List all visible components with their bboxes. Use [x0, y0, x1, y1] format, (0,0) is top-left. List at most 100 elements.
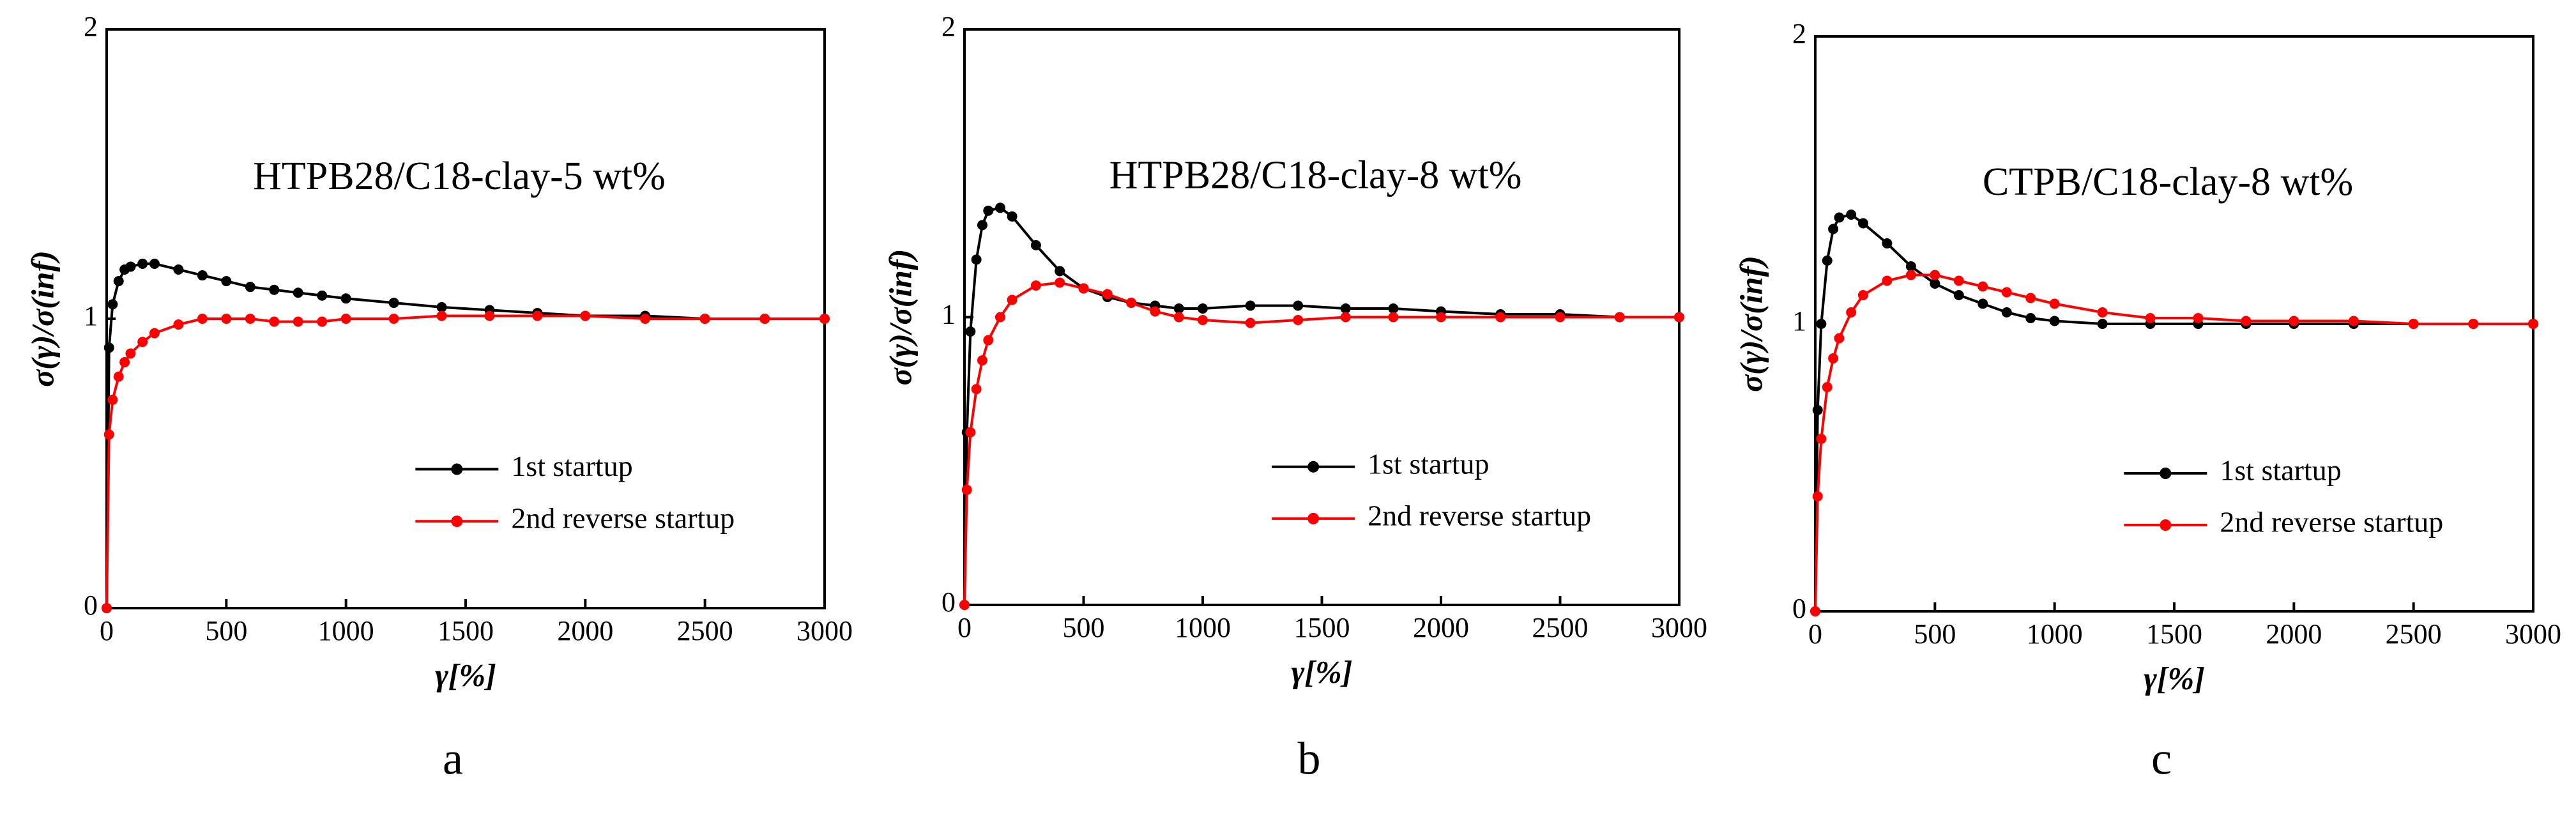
data-point: [293, 287, 303, 298]
data-point: [149, 258, 160, 269]
legend-label: 1st startup: [1368, 447, 1489, 480]
data-point: [983, 205, 994, 216]
x-tick-label: 1500: [438, 615, 494, 646]
data-point: [1828, 224, 1839, 234]
data-point: [1857, 218, 1868, 229]
y-tick-label: 2: [84, 11, 98, 42]
series-line: [1814, 273, 2533, 612]
data-point: [388, 314, 399, 324]
y-tick-label: 0: [1792, 593, 1806, 624]
data-point: [965, 326, 976, 337]
data-point: [1614, 312, 1625, 323]
x-axis-label: γ[%]: [435, 657, 496, 692]
x-tick-label: 0: [957, 612, 972, 643]
x-tick-label: 3000: [796, 615, 853, 646]
data-point: [1245, 317, 1256, 328]
data-point: [1126, 297, 1137, 308]
data-point: [1293, 300, 1304, 311]
y-tick-label: 0: [941, 586, 956, 618]
data-point: [2145, 313, 2156, 323]
data-point: [580, 310, 591, 321]
data-point: [149, 328, 160, 339]
data-point: [436, 310, 447, 321]
data-point: [1340, 312, 1351, 323]
data-point: [340, 293, 351, 304]
data-point: [221, 314, 232, 324]
data-point: [759, 314, 770, 324]
data-point: [103, 429, 114, 440]
data-point: [532, 310, 543, 321]
data-point: [640, 314, 650, 324]
data-point: [1030, 240, 1041, 250]
data-point: [977, 220, 987, 231]
data-point: [1388, 312, 1399, 323]
chart-title: HTPB28/C18-clay-8 wt%: [1109, 153, 1522, 197]
x-tick-label: 1000: [2027, 618, 2083, 650]
data-point: [995, 312, 1005, 323]
legend-marker: [451, 463, 463, 475]
data-point: [1198, 303, 1208, 314]
data-point: [125, 261, 136, 272]
data-point: [1834, 212, 1845, 223]
data-point: [245, 314, 255, 324]
series-line: [963, 281, 1679, 606]
data-point: [1978, 298, 1988, 309]
data-point: [995, 202, 1005, 213]
legend-marker: [1307, 512, 1320, 524]
legend-label: 2nd reverse startup: [511, 502, 735, 535]
data-point: [107, 299, 118, 310]
data-point: [1007, 211, 1017, 222]
data-point: [119, 356, 130, 367]
data-point: [197, 314, 208, 324]
legend-label: 1st startup: [2220, 454, 2341, 487]
data-point: [1953, 275, 1964, 286]
data-point: [699, 314, 710, 324]
data-point: [317, 316, 328, 327]
data-point: [2241, 316, 2252, 326]
data-point: [961, 484, 972, 495]
data-point: [113, 276, 124, 287]
data-point: [1340, 303, 1351, 314]
data-point: [293, 316, 303, 327]
data-point: [2097, 307, 2108, 317]
y-tick-label: 1: [941, 299, 956, 330]
data-point: [1055, 277, 1065, 288]
data-point: [1173, 312, 1184, 323]
data-point: [2193, 313, 2204, 323]
data-point: [125, 348, 136, 359]
data-point: [388, 298, 399, 309]
data-point: [1495, 312, 1506, 323]
x-tick-label: 500: [1914, 618, 1956, 650]
data-point: [1816, 434, 1827, 444]
data-point: [436, 302, 447, 312]
x-tick-label: 3000: [2505, 618, 2561, 650]
x-tick-label: 1500: [2146, 618, 2202, 650]
data-point: [1388, 303, 1399, 314]
data-point: [959, 600, 970, 610]
data-point: [983, 335, 994, 346]
data-point: [2025, 313, 2036, 323]
data-point: [1078, 283, 1089, 294]
y-tick-label: 1: [1792, 305, 1806, 337]
data-point: [2289, 316, 2299, 326]
data-point: [1882, 238, 1893, 248]
x-tick-label: 2000: [557, 615, 613, 646]
x-tick-label: 2500: [2386, 618, 2442, 650]
y-tick-label: 0: [84, 590, 98, 621]
data-point: [137, 337, 148, 347]
x-tick-label: 2500: [1532, 612, 1589, 643]
data-point: [2097, 319, 2108, 329]
data-point: [102, 603, 112, 613]
data-point: [1555, 312, 1566, 323]
data-point: [1828, 353, 1839, 363]
x-tick-label: 0: [100, 615, 114, 646]
legend-label: 2nd reverse startup: [1368, 499, 1591, 531]
data-point: [1198, 315, 1208, 326]
data-point: [1245, 300, 1256, 311]
data-point: [1846, 210, 1857, 220]
chart-title: HTPB28/C18-clay-5 wt%: [253, 155, 666, 198]
legend-label: 1st startup: [511, 450, 632, 482]
x-tick-label: 0: [1808, 618, 1822, 650]
data-point: [1834, 333, 1845, 344]
